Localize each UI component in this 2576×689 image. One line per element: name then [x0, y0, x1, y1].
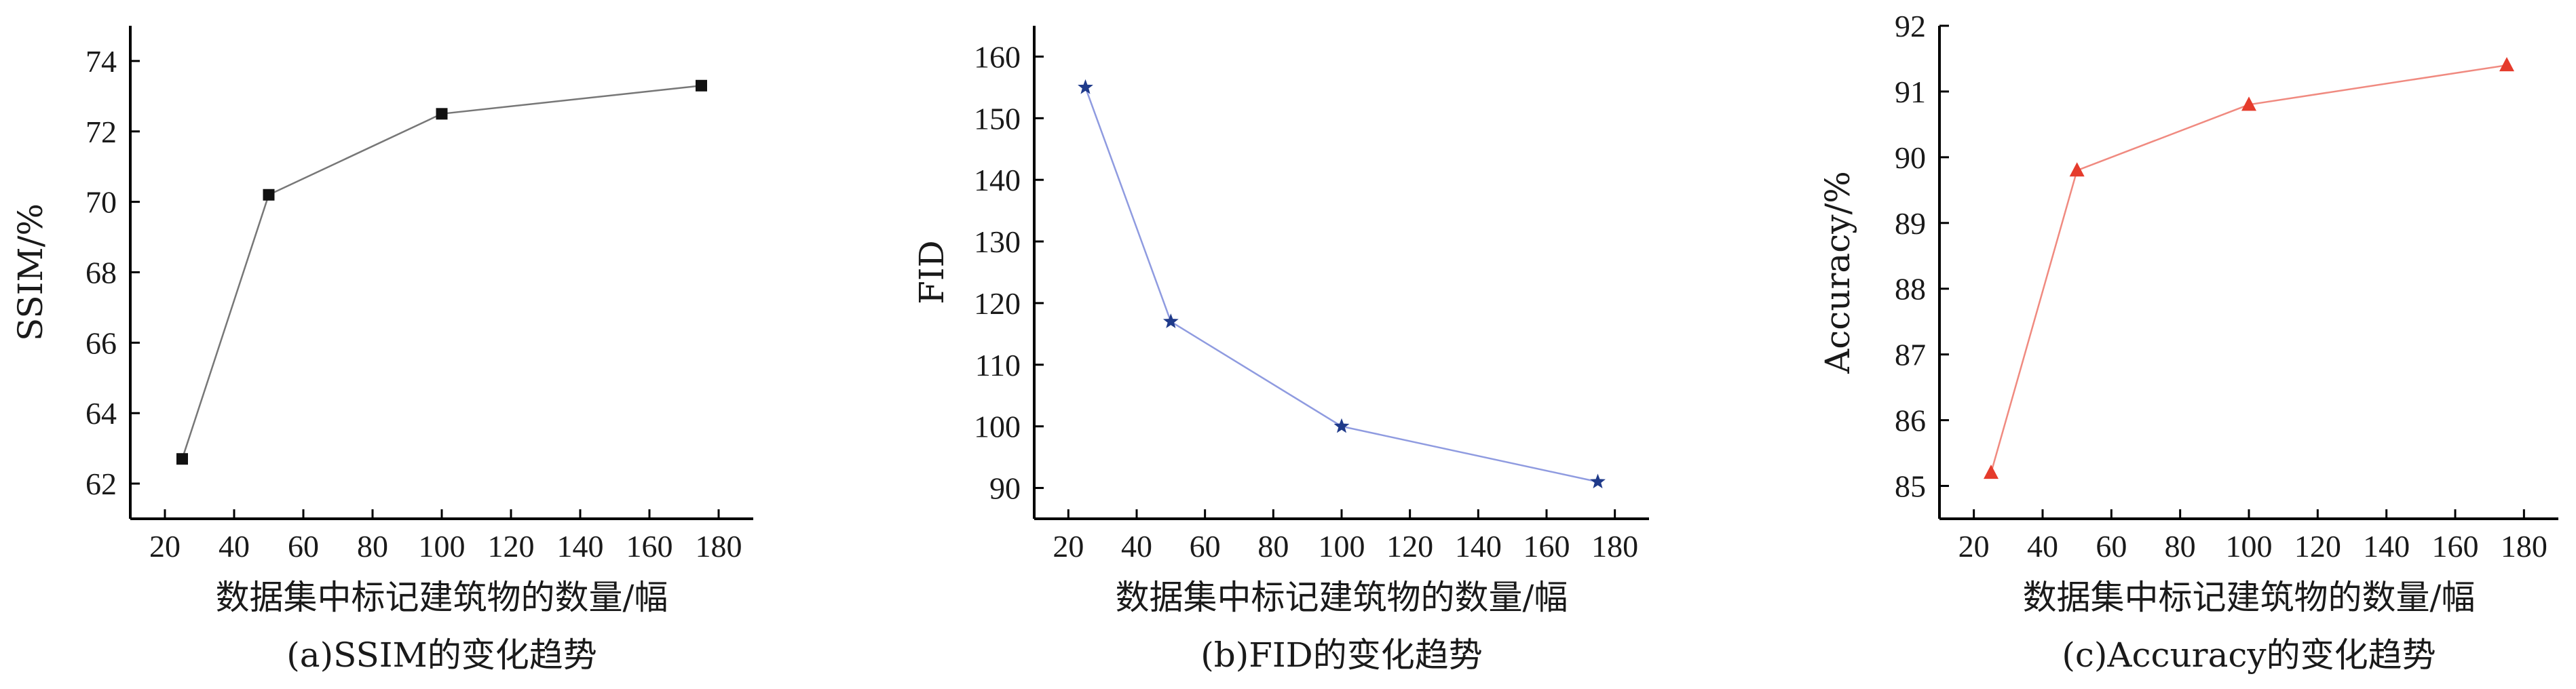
chart-caption: (c)Accuracy的变化趋势 — [2062, 635, 2436, 675]
x-tick-label: 140 — [1455, 529, 1502, 564]
chart-panel-3: 20 40 60 80 100 120 140 160 180 85 86 87 88 89 90 91 92 A… — [1818, 9, 2558, 675]
y-tick-label: 85 — [1895, 469, 1926, 504]
y-tick-label: 90 — [989, 471, 1021, 506]
data-point — [1590, 473, 1606, 489]
data-point — [2499, 57, 2514, 72]
x-tick-label: 40 — [2027, 529, 2058, 564]
x-tick-label: 160 — [626, 529, 673, 564]
x-axis-title: 数据集中标记建筑物的数量/幅 — [2023, 578, 2476, 617]
y-tick-label: 110 — [975, 348, 1021, 382]
y-tick-label: 64 — [86, 396, 117, 431]
x-tick-label: 80 — [2165, 529, 2196, 564]
data-point — [263, 189, 275, 201]
y-tick-label: 90 — [1895, 140, 1926, 175]
data-point — [1333, 418, 1350, 433]
y-tick-label: 87 — [1895, 338, 1926, 372]
y-tick-label: 62 — [86, 467, 117, 501]
chart-caption: (a)SSIM的变化趋势 — [286, 635, 596, 675]
y-tick-label: 68 — [86, 256, 117, 290]
y-tick-label: 66 — [86, 326, 117, 360]
x-tick-label: 60 — [2096, 529, 2127, 564]
data-point — [1984, 465, 1999, 479]
series-line — [181, 85, 702, 460]
y-axis-title: FID — [912, 240, 951, 304]
x-tick-label: 140 — [2363, 529, 2410, 564]
data-point — [2241, 96, 2256, 111]
x-tick-label: 40 — [219, 529, 250, 564]
x-tick-label: 20 — [1053, 529, 1084, 564]
data-point — [696, 79, 707, 92]
y-axis-title: Accuracy/% — [1818, 171, 1857, 374]
x-tick-label: 160 — [1523, 529, 1570, 564]
y-tick-label: 86 — [1895, 403, 1926, 438]
y-tick-label: 92 — [1895, 9, 1926, 43]
series-line — [1084, 87, 1598, 483]
y-tick-label: 140 — [974, 163, 1021, 197]
x-tick-label: 20 — [149, 529, 181, 564]
y-axis-title: SSIM/% — [11, 203, 50, 341]
y-tick-label: 88 — [1895, 272, 1926, 307]
y-tick-label: 100 — [974, 410, 1021, 444]
x-tick-label: 160 — [2432, 529, 2479, 564]
x-tick-label: 80 — [1257, 529, 1289, 564]
y-tick-label: 130 — [974, 224, 1021, 259]
y-tick-label: 74 — [86, 44, 117, 79]
x-tick-label: 180 — [2501, 529, 2547, 564]
y-tick-label: 120 — [974, 286, 1021, 321]
y-tick-label: 70 — [86, 185, 117, 220]
data-point — [1078, 79, 1093, 94]
chart-caption: (b)FID的变化趋势 — [1200, 635, 1483, 675]
x-tick-label: 140 — [557, 529, 604, 564]
x-tick-label: 120 — [1386, 529, 1433, 564]
x-tick-label: 180 — [696, 529, 742, 564]
y-tick-label: 91 — [1895, 75, 1926, 109]
x-tick-label: 120 — [2294, 529, 2341, 564]
series-line — [1990, 64, 2507, 473]
x-axis-title: 数据集中标记建筑物的数量/幅 — [216, 578, 668, 617]
data-point — [1162, 313, 1179, 328]
x-tick-label: 40 — [1121, 529, 1152, 564]
data-point — [176, 453, 188, 465]
x-tick-label: 100 — [419, 529, 466, 564]
y-tick-label: 150 — [974, 101, 1021, 136]
x-axis-title: 数据集中标记建筑物的数量/幅 — [1116, 578, 1568, 617]
chart-panel-1: 20 40 60 80 100 120 140 160 180 62 64 66 68 70 72 74 SSI… — [11, 26, 753, 675]
y-tick-label: 72 — [86, 115, 117, 149]
data-point — [2069, 162, 2085, 177]
x-tick-label: 120 — [488, 529, 535, 564]
x-tick-label: 60 — [288, 529, 319, 564]
y-tick-label: 89 — [1895, 206, 1926, 241]
x-tick-label: 20 — [1958, 529, 1990, 564]
chart-panel-2: 20 40 60 80 100 120 140 160 180 90 100 110 120 130 140… — [912, 26, 1649, 675]
data-point — [436, 108, 448, 120]
y-tick-label: 160 — [974, 39, 1021, 74]
x-tick-label: 100 — [2226, 529, 2273, 564]
x-tick-label: 60 — [1190, 529, 1221, 564]
x-tick-label: 80 — [357, 529, 388, 564]
x-tick-label: 100 — [1319, 529, 1365, 564]
x-tick-label: 180 — [1591, 529, 1638, 564]
